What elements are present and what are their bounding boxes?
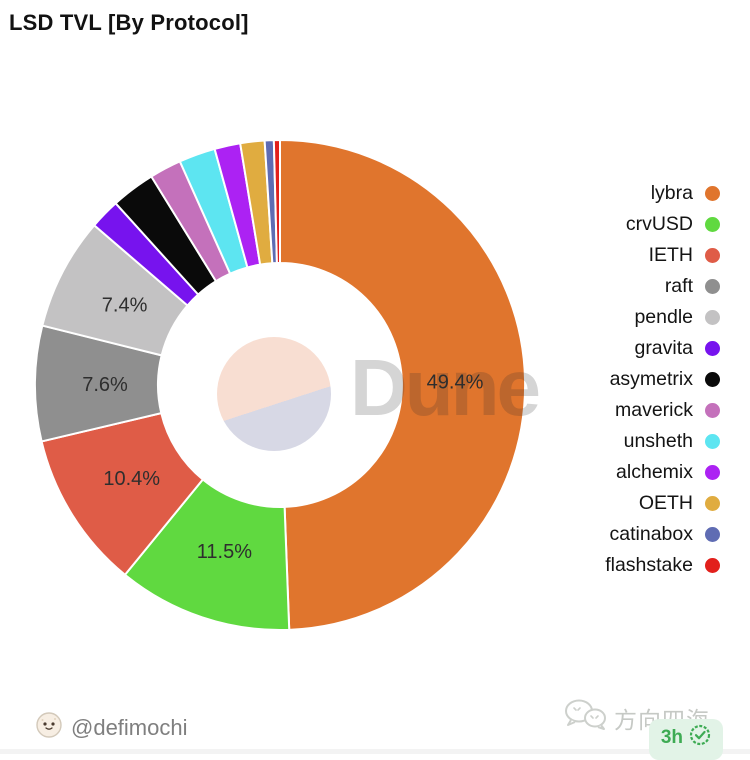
slice-percentage-label: 7.6%	[82, 374, 128, 396]
pie-slice-lybra[interactable]	[279, 138, 527, 631]
slice-percentage-label: 7.4%	[102, 295, 148, 317]
legend-item-alchemix[interactable]: alchemix	[605, 457, 720, 488]
legend-swatch	[705, 341, 720, 356]
slice-percentage-label: 49.4%	[427, 372, 484, 394]
legend-swatch	[705, 186, 720, 201]
legend-label: lybra	[650, 182, 693, 204]
legend-item-catinabox[interactable]: catinabox	[605, 519, 720, 550]
legend-item-IETH[interactable]: IETH	[605, 240, 720, 271]
verified-seal-icon	[689, 724, 711, 751]
legend-label: OETH	[638, 492, 693, 514]
legend-label: raft	[664, 275, 693, 297]
wechat-bubbles-icon	[563, 698, 607, 737]
legend-label: unsheth	[623, 430, 693, 452]
legend-swatch	[705, 217, 720, 232]
legend-label: IETH	[648, 244, 693, 266]
chart-legend: lybra crvUSD IETH raft pendle gravita asymetri…	[605, 178, 720, 581]
legend-label: maverick	[614, 399, 693, 421]
legend-swatch	[705, 496, 720, 511]
legend-label: asymetrix	[609, 368, 693, 390]
slice-percentage-label: 10.4%	[103, 468, 160, 490]
author-credit: @defimochi	[36, 712, 188, 743]
legend-label: gravita	[634, 337, 693, 359]
bottom-strip	[0, 749, 750, 754]
legend-item-raft[interactable]: raft	[605, 271, 720, 302]
chart-title: LSD TVL [By Protocol]	[9, 10, 249, 35]
time-badge: 3h	[648, 719, 723, 760]
legend-swatch	[705, 372, 720, 387]
pie-slice-flashstake[interactable]	[272, 138, 281, 265]
legend-item-OETH[interactable]: OETH	[605, 488, 720, 519]
legend-swatch	[705, 248, 720, 263]
legend-swatch	[705, 279, 720, 294]
dune-logo-icon	[217, 337, 331, 451]
legend-swatch	[705, 310, 720, 325]
legend-item-gravita[interactable]: gravita	[605, 333, 720, 364]
legend-swatch	[705, 527, 720, 542]
legend-item-lybra[interactable]: lybra	[605, 178, 720, 209]
slice-percentage-label: 11.5%	[197, 541, 252, 563]
legend-swatch	[705, 403, 720, 418]
legend-item-crvUSD[interactable]: crvUSD	[605, 209, 720, 240]
legend-item-flashstake[interactable]: flashstake	[605, 550, 720, 581]
legend-label: pendle	[634, 306, 693, 328]
legend-label: flashstake	[605, 554, 693, 576]
author-handle: @defimochi	[71, 714, 188, 740]
legend-swatch	[705, 465, 720, 480]
legend-item-asymetrix[interactable]: asymetrix	[605, 364, 720, 395]
legend-label: catinabox	[609, 523, 693, 545]
badge-time-label: 3h	[660, 726, 683, 748]
legend-item-maverick[interactable]: maverick	[605, 395, 720, 426]
mochi-face-icon	[36, 712, 62, 743]
legend-swatch	[705, 434, 720, 449]
legend-item-pendle[interactable]: pendle	[605, 302, 720, 333]
legend-label: crvUSD	[625, 213, 693, 235]
legend-item-unsheth[interactable]: unsheth	[605, 426, 720, 457]
legend-swatch	[705, 558, 720, 573]
legend-label: alchemix	[616, 461, 693, 483]
dune-watermark-text: Dune	[350, 343, 541, 432]
